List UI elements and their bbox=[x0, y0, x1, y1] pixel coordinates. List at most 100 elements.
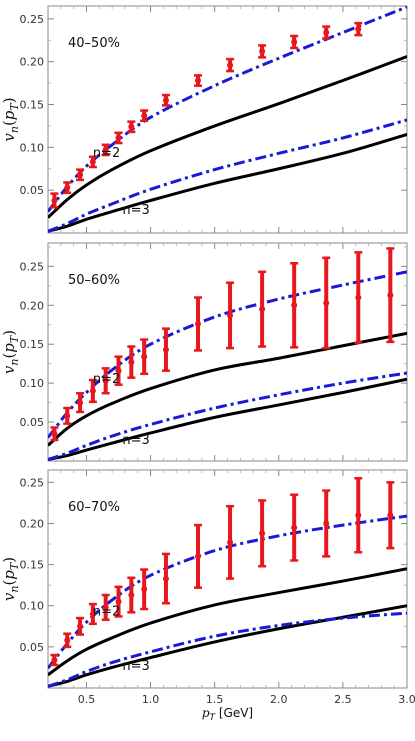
y-axis-label-part: ) bbox=[0, 97, 18, 103]
data-point bbox=[128, 123, 135, 130]
data-point bbox=[259, 530, 266, 537]
centrality-label: 50–60% bbox=[68, 273, 120, 288]
x-tick-label: 3.0 bbox=[398, 693, 415, 706]
y-axis-label-part: n bbox=[8, 126, 21, 133]
y-tick-label: 0.05 bbox=[20, 416, 45, 429]
data-point bbox=[51, 197, 58, 204]
model-curve-n-3-solid bbox=[48, 133, 407, 233]
model-curve-n-2-solid bbox=[48, 55, 407, 219]
harmonic-label: n=3 bbox=[122, 659, 149, 674]
data-point bbox=[291, 302, 298, 309]
data-point bbox=[89, 387, 96, 394]
y-tick-label: 0.10 bbox=[20, 141, 45, 154]
data-point bbox=[162, 97, 169, 104]
data-point bbox=[259, 306, 266, 313]
harmonic-label: n=2 bbox=[93, 605, 120, 620]
model-curve-n-2-dash-dot bbox=[48, 514, 407, 670]
y-tick-label: 0.15 bbox=[20, 99, 45, 112]
data-point bbox=[227, 312, 234, 319]
x-tick-label: 2.5 bbox=[334, 693, 352, 706]
y-axis-label-part: ) bbox=[0, 557, 18, 563]
data-point bbox=[387, 512, 394, 519]
x-axis-label-part: [GeV] bbox=[215, 706, 253, 720]
data-points bbox=[50, 21, 363, 209]
y-axis-label-part: n bbox=[8, 586, 21, 593]
data-point bbox=[115, 367, 122, 374]
data-point bbox=[128, 359, 135, 366]
data-point bbox=[323, 299, 330, 306]
model-curve-n-3-dash-dot bbox=[48, 611, 407, 688]
data-point bbox=[355, 294, 362, 301]
model-curve-n-3-dash-dot bbox=[48, 371, 407, 461]
data-point bbox=[227, 539, 234, 546]
data-point bbox=[259, 48, 266, 55]
data-point bbox=[355, 26, 362, 33]
y-tick-label: 0.05 bbox=[20, 641, 45, 654]
harmonic-label: n=3 bbox=[122, 203, 149, 218]
data-point bbox=[195, 553, 202, 560]
data-point bbox=[64, 412, 71, 419]
data-point bbox=[89, 610, 96, 617]
data-point bbox=[51, 430, 58, 437]
y-axis-label-part: p bbox=[0, 343, 18, 353]
harmonic-label: n=2 bbox=[93, 372, 120, 387]
x-axis-label-part: T bbox=[210, 713, 217, 723]
panel-3: 0.05 0.10 0.15 0.20 0.25 0.5 1.0 1.5 2.0 2.5 3.0 60… bbox=[0, 469, 415, 706]
data-point bbox=[141, 586, 148, 593]
y-tick-label: 0.15 bbox=[20, 559, 45, 572]
model-curves bbox=[48, 514, 407, 688]
y-axis-label-part: T bbox=[8, 334, 21, 343]
data-point bbox=[102, 604, 109, 611]
y-tick-label: 0.25 bbox=[20, 13, 45, 26]
data-point bbox=[115, 134, 122, 141]
y-tick-label: 0.05 bbox=[20, 184, 45, 197]
data-point bbox=[102, 377, 109, 384]
y-axis-label-part: ( bbox=[0, 353, 18, 359]
y-axis-label-part: T bbox=[8, 561, 21, 570]
y-tick-label: 0.25 bbox=[20, 476, 45, 489]
harmonic-label: n=2 bbox=[93, 146, 120, 161]
data-point bbox=[291, 38, 298, 45]
data-point bbox=[323, 29, 330, 36]
data-point bbox=[77, 399, 84, 406]
y-axis-label: vn(pT) bbox=[0, 97, 21, 141]
y-axis-label-part: v bbox=[0, 365, 18, 374]
y-axis-label-part: ) bbox=[0, 330, 18, 336]
data-point bbox=[227, 62, 234, 69]
y-axis-label-part: p bbox=[0, 110, 18, 120]
panel-1: 0.05 0.10 0.15 0.20 0.25 40–50% n=2 n=3 vn(pT) bbox=[0, 5, 408, 234]
data-point bbox=[141, 112, 148, 119]
y-axis-label-part: ( bbox=[0, 120, 18, 126]
y-axis-label-part: T bbox=[8, 102, 21, 111]
y-axis-label: vn(pT) bbox=[0, 330, 21, 374]
panel-2: 0.05 0.10 0.15 0.20 0.25 50–60% n=2 n=3 vn(pT) bbox=[0, 242, 408, 462]
y-axis-label-part: n bbox=[8, 359, 21, 366]
y-tick-label: 0.20 bbox=[20, 299, 45, 312]
data-points bbox=[50, 476, 395, 667]
x-axis-label-part: p bbox=[202, 706, 210, 720]
data-point bbox=[355, 512, 362, 519]
x-axis-label: pT [GeV] bbox=[202, 706, 253, 723]
centrality-label: 60–70% bbox=[68, 500, 120, 515]
data-point bbox=[64, 637, 71, 644]
data-point bbox=[115, 598, 122, 605]
y-tick-label: 0.15 bbox=[20, 338, 45, 351]
data-point bbox=[102, 146, 109, 153]
harmonic-label: n=3 bbox=[122, 433, 149, 448]
data-point bbox=[291, 524, 298, 531]
x-tick-label: 2.0 bbox=[270, 693, 288, 706]
data-point bbox=[195, 77, 202, 84]
data-point bbox=[195, 320, 202, 327]
data-point bbox=[77, 171, 84, 178]
data-point bbox=[51, 657, 58, 664]
y-axis-label-part: v bbox=[0, 133, 18, 142]
model-curve-n-2-solid bbox=[48, 567, 407, 677]
data-point bbox=[141, 353, 148, 360]
x-tick-label: 0.5 bbox=[78, 693, 96, 706]
data-point bbox=[77, 623, 84, 630]
y-tick-label: 0.10 bbox=[20, 600, 45, 613]
data-points bbox=[50, 247, 395, 442]
y-axis-label-part: p bbox=[0, 570, 18, 580]
data-point bbox=[89, 158, 96, 165]
